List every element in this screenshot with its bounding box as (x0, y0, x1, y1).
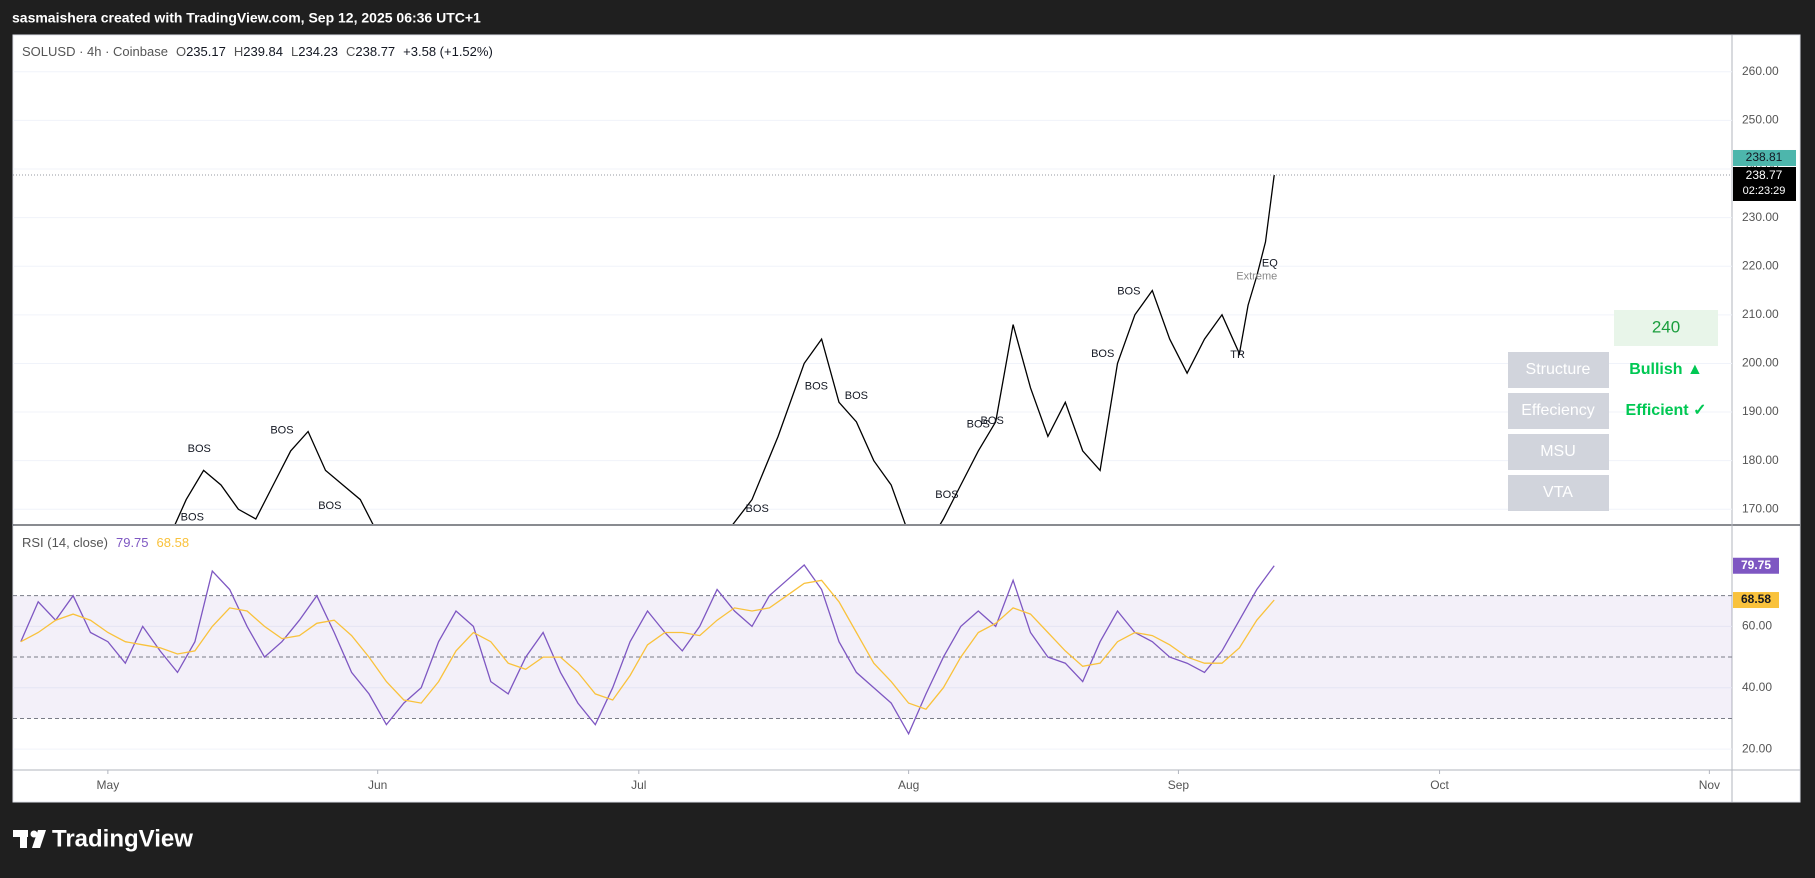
y-tick-label: 220.00 (1742, 258, 1779, 272)
price-line (20, 579, 1275, 710)
rsi-tag-label: 68.58 (1741, 592, 1771, 606)
panel-label: VTA (1543, 484, 1573, 501)
ohlc-value: 238.77 (355, 44, 395, 59)
annotation: BOS (181, 511, 204, 523)
y-tick-label: 200.00 (1742, 356, 1779, 370)
bid-tag-label: 238.81 (1746, 150, 1783, 164)
rsi-band (13, 595, 1732, 719)
rsi-pane (13, 564, 1732, 750)
ohlc-key: O (176, 44, 186, 59)
annotation: BOS (318, 500, 341, 512)
panel-cell (1508, 475, 1609, 511)
annotation: BOS (270, 424, 293, 436)
chart-area (12, 34, 1801, 803)
panel-value: Bullish ▲ (1629, 361, 1703, 378)
rsi-legend-value: 68.58 (157, 535, 190, 550)
annotation: BOS (746, 503, 769, 515)
symbol-legend: SOLUSD · 4h · Coinbase O235.17 H239.84 L234… (22, 44, 493, 59)
y-tick-label: 20.00 (1742, 741, 1772, 755)
rsi-legend-value: 79.75 (116, 535, 149, 550)
y-tick-label: 60.00 (1742, 619, 1772, 633)
annotation: BOS (981, 415, 1004, 427)
annotation: BOS (188, 443, 211, 455)
bid-tag (1733, 149, 1796, 166)
rsi-tag (1733, 592, 1779, 609)
x-tick-label: Sep (1168, 778, 1190, 792)
y-tick-label: 190.00 (1742, 404, 1779, 418)
ohlc-key: H (234, 44, 243, 59)
logo: TradingView (13, 825, 193, 852)
change: +3.58 (+1.52%) (403, 44, 493, 59)
ohlc-key: L (291, 44, 298, 59)
panel-label: MSU (1540, 443, 1576, 460)
symbol: SOLUSD · 4h · Coinbase (22, 44, 168, 59)
annotation: BOS (845, 390, 868, 402)
price-line (174, 174, 1275, 524)
annotation: BOS (967, 419, 990, 431)
ohlc-value: 235.17 (186, 44, 226, 59)
y-tick-label: 40.00 (1742, 680, 1772, 694)
logo-text: TradingView (52, 825, 193, 852)
ohlc-key: C (346, 44, 355, 59)
x-tick-label: Jul (631, 778, 646, 792)
ohlc-value: 234.23 (298, 44, 338, 59)
last-price-label: 238.77 (1746, 168, 1783, 182)
y-tick-label: 230.00 (1742, 210, 1779, 224)
ohlc-value: 239.84 (243, 44, 283, 59)
y-tick-label: 210.00 (1742, 307, 1779, 321)
price-line (20, 564, 1275, 736)
logo-mark (30, 830, 38, 838)
panel-cell (1508, 434, 1609, 470)
y-tick-label: 180.00 (1742, 453, 1779, 467)
annotation: BOS (805, 381, 828, 393)
annotation: BOS (1091, 348, 1114, 360)
rsi-legend: RSI (14, close) 79.75 68.58 (22, 535, 189, 550)
x-tick-label: Jun (368, 778, 387, 792)
y-tick-label: 250.00 (1742, 113, 1779, 127)
x-tick-label: Aug (898, 778, 919, 792)
panel-cell (1508, 393, 1609, 429)
annotation: TR (1230, 349, 1245, 361)
annotation: EQ (1262, 258, 1278, 270)
y-tick-label: 170.00 (1742, 501, 1779, 515)
panel-cell (1508, 352, 1609, 388)
price-pane: BOSBOSBOSBOSBOSBOSBOSBOSBOSBOSBOSBOSTREQ… (13, 71, 1732, 524)
x-tick-label: Nov (1699, 778, 1720, 792)
header-text: sasmaishera created with TradingView.com… (12, 10, 481, 26)
panel-value: Efficient ✓ (1626, 402, 1707, 419)
y-tick-label: 260.00 (1742, 64, 1779, 78)
countdown: 02:23:29 (1743, 185, 1786, 197)
x-tick-label: May (97, 778, 120, 792)
annotation: BOS (935, 489, 958, 501)
rsi-tag (1733, 557, 1779, 574)
rsi-title: RSI (14, close) (22, 535, 108, 550)
panel-label: Effeciency (1521, 402, 1595, 419)
last-price-tag (1733, 166, 1796, 201)
annotation: BOS (1117, 285, 1140, 297)
annotation: Extreme (1236, 270, 1277, 282)
target-box (1614, 310, 1718, 346)
logo-mark (20, 830, 27, 848)
panel-label: Structure (1526, 361, 1591, 378)
logo-mark (32, 830, 46, 848)
overlay: 170.00 180.00 190.00 200.00 210.00 220.00 230.… (22, 44, 1796, 792)
rsi-tag-label: 79.75 (1741, 558, 1771, 572)
target-value: 240 (1652, 317, 1680, 336)
x-tick-label: Oct (1430, 778, 1449, 792)
